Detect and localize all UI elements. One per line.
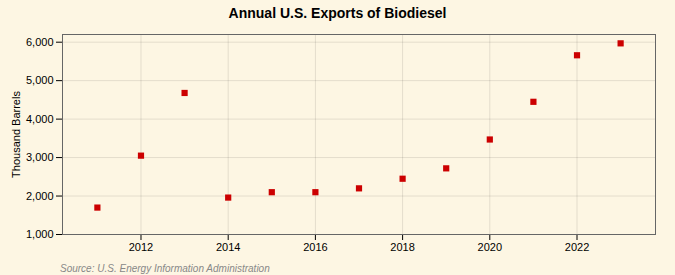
svg-text:4,000: 4,000 bbox=[26, 113, 54, 125]
svg-text:2014: 2014 bbox=[216, 241, 240, 253]
svg-text:2012: 2012 bbox=[129, 241, 153, 253]
svg-text:2020: 2020 bbox=[478, 241, 502, 253]
html-text:Annual U.S. Exports of Biodies: Annual U.S. Exports of Biodiesel bbox=[228, 5, 447, 21]
svg-text:2016: 2016 bbox=[303, 241, 327, 253]
svg-text:3,000: 3,000 bbox=[26, 151, 54, 163]
svg-text:5,000: 5,000 bbox=[26, 74, 54, 86]
svg-text:1,000: 1,000 bbox=[26, 228, 54, 240]
svg-text:2,000: 2,000 bbox=[26, 190, 54, 202]
html-text:Source: U.S. Energy Informatio: Source: U.S. Energy Information Administ… bbox=[60, 263, 270, 274]
svg-text:2022: 2022 bbox=[565, 241, 589, 253]
svg-text:Thousand Barrels: Thousand Barrels bbox=[10, 91, 22, 178]
svg-text:6,000: 6,000 bbox=[26, 36, 54, 48]
svg-text:2018: 2018 bbox=[390, 241, 414, 253]
